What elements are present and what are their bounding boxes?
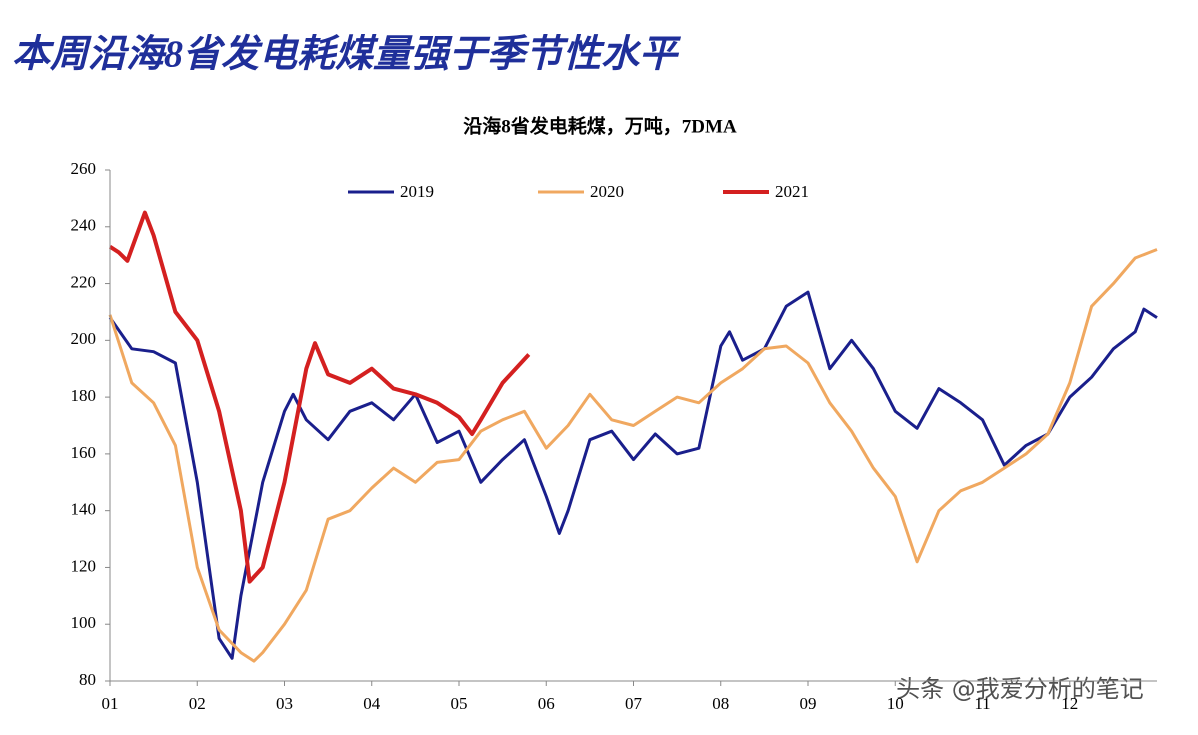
y-tick-label: 100 [71,613,97,632]
y-tick-label: 80 [79,670,96,689]
y-tick-label: 240 [71,216,97,235]
watermark: 头条 @我爱分析的笔记 [896,675,1144,703]
chart-title: 沿海8省发电耗煤，万吨，7DMA [463,114,737,137]
x-tick-label: 06 [538,694,555,713]
x-tick-label: 04 [363,694,381,713]
legend-label: 2019 [400,182,434,201]
x-tick-label: 08 [712,694,729,713]
y-tick-label: 180 [71,386,97,405]
y-tick-label: 260 [71,159,97,178]
legend-label: 2020 [590,182,624,201]
x-tick-label: 12 [1061,694,1078,713]
y-tick-label: 200 [71,329,97,348]
y-tick-label: 160 [71,443,97,462]
x-tick-label: 10 [887,694,904,713]
line-series [108,210,531,584]
x-tick-label: 11 [974,694,990,713]
line-series [108,248,1158,663]
y-tick-label: 140 [71,500,97,519]
x-tick-label: 01 [102,694,119,713]
line-series [108,290,1158,660]
x-tick-label: 05 [451,694,468,713]
x-tick-label: 07 [625,694,643,713]
page-title: 本周沿海8省发电耗煤量强于季节性水平 [12,34,682,76]
y-tick-label: 120 [71,556,97,575]
x-tick-label: 02 [189,694,206,713]
x-tick-label: 03 [276,694,293,713]
x-tick-label: 09 [800,694,817,713]
legend-label: 2021 [775,182,809,201]
y-tick-label: 220 [71,272,97,291]
